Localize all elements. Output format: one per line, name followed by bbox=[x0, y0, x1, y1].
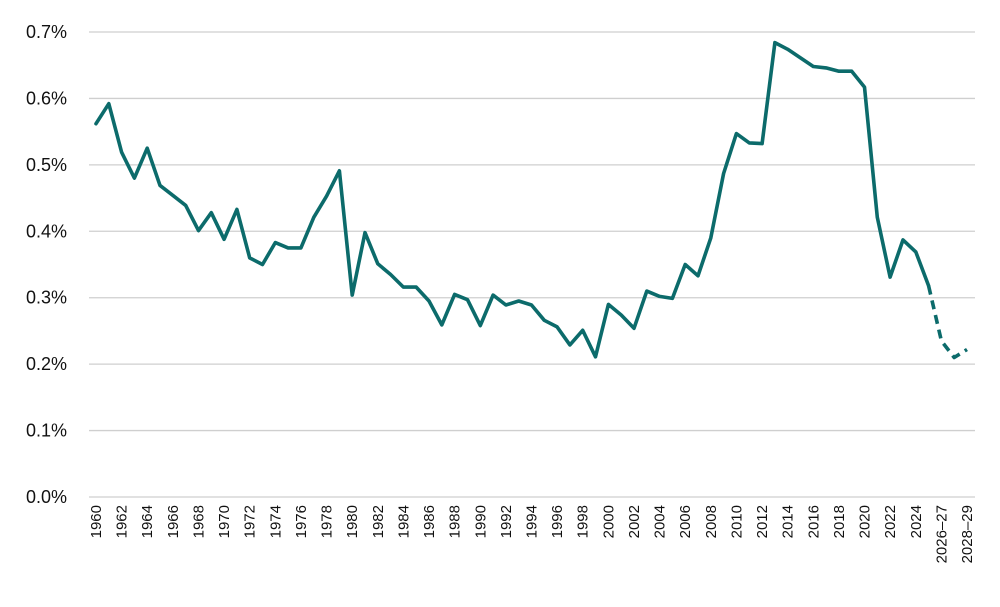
x-tick-label: 2024 bbox=[908, 505, 925, 538]
x-tick-label: 2014 bbox=[780, 505, 797, 538]
y-tick-label: 0.0% bbox=[26, 487, 67, 507]
x-tick-label: 1974 bbox=[267, 505, 284, 538]
x-tick-label: 1976 bbox=[293, 505, 310, 538]
x-tick-label: 1994 bbox=[524, 505, 541, 538]
y-axis-tick-labels: 0.0% 0.1% 0.2% 0.3% 0.4% 0.5% 0.6% 0.7% bbox=[26, 22, 67, 507]
y-tick-label: 0.1% bbox=[26, 421, 67, 441]
x-tick-label: 1986 bbox=[421, 505, 438, 538]
x-tick-label: 2020 bbox=[857, 505, 874, 538]
x-tick-label: 2016 bbox=[805, 505, 822, 538]
y-tick-label: 0.6% bbox=[26, 88, 67, 108]
x-tick-label: 2018 bbox=[831, 505, 848, 538]
x-tick-label: 1978 bbox=[319, 505, 336, 538]
x-tick-label: 1968 bbox=[190, 505, 207, 538]
x-axis-tick-labels: 1960 1962 1964 1966 1968 1970 1972 1974 1976 1978… bbox=[88, 505, 976, 563]
x-tick-label: 1992 bbox=[498, 505, 515, 538]
x-tick-label: 1970 bbox=[216, 505, 233, 538]
x-tick-label: 2012 bbox=[754, 505, 771, 538]
x-tick-label: 1960 bbox=[88, 505, 105, 538]
y-tick-label: 0.5% bbox=[26, 155, 67, 175]
y-tick-label: 0.3% bbox=[26, 288, 67, 308]
x-tick-label: 2010 bbox=[728, 505, 745, 538]
x-tick-label: 2002 bbox=[626, 505, 643, 538]
x-tick-label: 2022 bbox=[882, 505, 899, 538]
x-tick-label: 1972 bbox=[242, 505, 259, 538]
x-tick-label: 2008 bbox=[703, 505, 720, 538]
series-line-projected bbox=[926, 285, 968, 360]
x-tick-label: 2026–27 bbox=[933, 505, 950, 563]
y-tick-label: 0.2% bbox=[26, 354, 67, 374]
series-line bbox=[94, 40, 968, 360]
x-tick-label: 1966 bbox=[165, 505, 182, 538]
x-tick-label: 2000 bbox=[600, 505, 617, 538]
x-tick-label: 2006 bbox=[677, 505, 694, 538]
x-tick-label: 2004 bbox=[652, 505, 669, 538]
x-tick-label: 1982 bbox=[370, 505, 387, 538]
x-tick-label: 1996 bbox=[549, 505, 566, 538]
x-tick-label: 2028–29 bbox=[959, 505, 976, 563]
x-tick-label: 1990 bbox=[472, 505, 489, 538]
x-tick-label: 1998 bbox=[575, 505, 592, 538]
gridlines bbox=[89, 31, 975, 498]
x-tick-label: 1988 bbox=[447, 505, 464, 538]
x-tick-label: 1980 bbox=[344, 505, 361, 538]
series-line-actual bbox=[94, 40, 931, 359]
x-tick-label: 1964 bbox=[139, 505, 156, 538]
y-tick-label: 0.7% bbox=[26, 22, 67, 42]
x-tick-label: 1984 bbox=[395, 505, 412, 538]
y-tick-label: 0.4% bbox=[26, 221, 67, 241]
x-tick-label: 1962 bbox=[114, 505, 131, 538]
